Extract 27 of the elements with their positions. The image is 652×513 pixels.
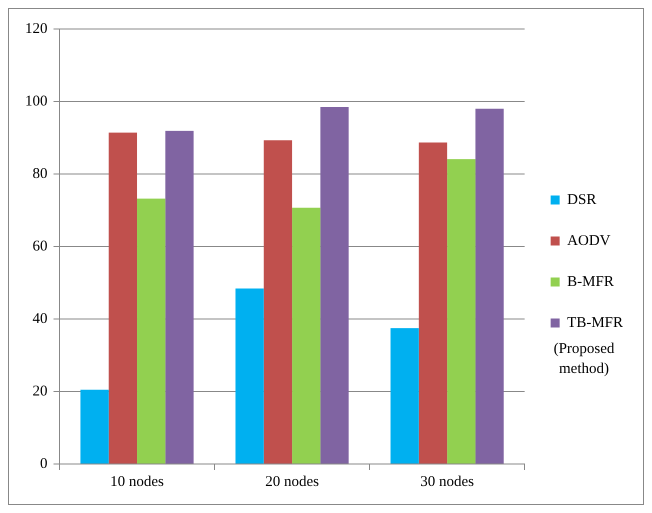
legend-label: B-MFR bbox=[567, 274, 614, 290]
bar bbox=[447, 159, 476, 464]
y-tick-label: 0 bbox=[40, 456, 48, 472]
y-tick-label: 80 bbox=[32, 166, 48, 182]
legend-label: DSR bbox=[567, 192, 596, 208]
y-tick-label: 40 bbox=[32, 310, 48, 327]
bar bbox=[165, 130, 194, 464]
bar bbox=[418, 142, 448, 464]
legend-label: AODV bbox=[567, 232, 611, 249]
y-tick-label: 20 bbox=[32, 383, 48, 400]
bar bbox=[264, 140, 292, 464]
y-tick-label: 60 bbox=[32, 238, 48, 254]
y-tick-label: 120 bbox=[25, 20, 48, 37]
bar bbox=[390, 328, 419, 464]
bar bbox=[235, 288, 264, 464]
bar bbox=[108, 132, 138, 464]
text: (Proposed method) bbox=[552, 340, 616, 379]
bar bbox=[292, 208, 320, 464]
x-tick-label: 30 nodes bbox=[420, 474, 474, 490]
x-tick-label: 20 nodes bbox=[265, 474, 320, 490]
y-tick-label: 100 bbox=[25, 93, 48, 110]
bar bbox=[320, 106, 349, 464]
bar bbox=[80, 390, 109, 464]
bar bbox=[137, 198, 166, 464]
x-tick-label: 10 nodes bbox=[110, 474, 164, 490]
legend-label: TB-MFR bbox=[567, 314, 624, 331]
bar bbox=[475, 108, 504, 464]
